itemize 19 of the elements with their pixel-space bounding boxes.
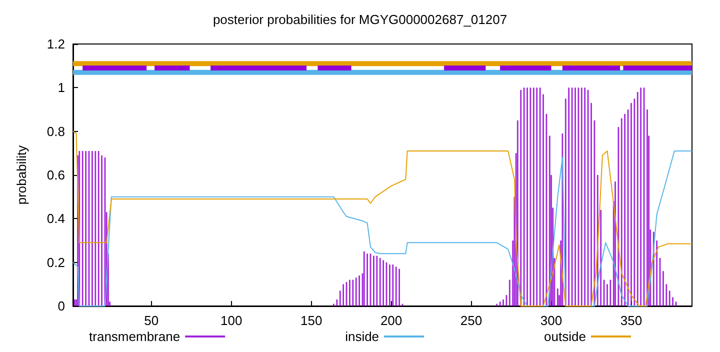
y-tick-label: 0.2 [46, 254, 65, 270]
y-tick-label: 0.6 [46, 168, 65, 182]
legend-label: transmembrane [89, 329, 180, 344]
legend-label: inside [345, 329, 380, 344]
y-tick-label: 1.2 [46, 36, 65, 52]
x-tick-label: 250 [460, 313, 482, 328]
y-tick-label: 0.8 [46, 124, 65, 139]
y-tick-label: 0.4 [46, 211, 65, 226]
x-tick-label: 100 [220, 313, 242, 328]
legend-label: outside [544, 329, 586, 344]
x-tick-label: 150 [300, 313, 322, 328]
y-tick-label: 1 [58, 80, 65, 96]
y-axis-title: probability [14, 144, 29, 205]
x-tick-label: 350 [620, 313, 642, 328]
x-tick-label: 50 [144, 313, 159, 328]
chart-title: posterior probabilities for MGYG000002687_01207 [212, 12, 508, 27]
y-tick-label: 0 [58, 298, 65, 314]
x-tick-label: 300 [540, 313, 562, 328]
x-tick-label: 200 [380, 313, 402, 328]
